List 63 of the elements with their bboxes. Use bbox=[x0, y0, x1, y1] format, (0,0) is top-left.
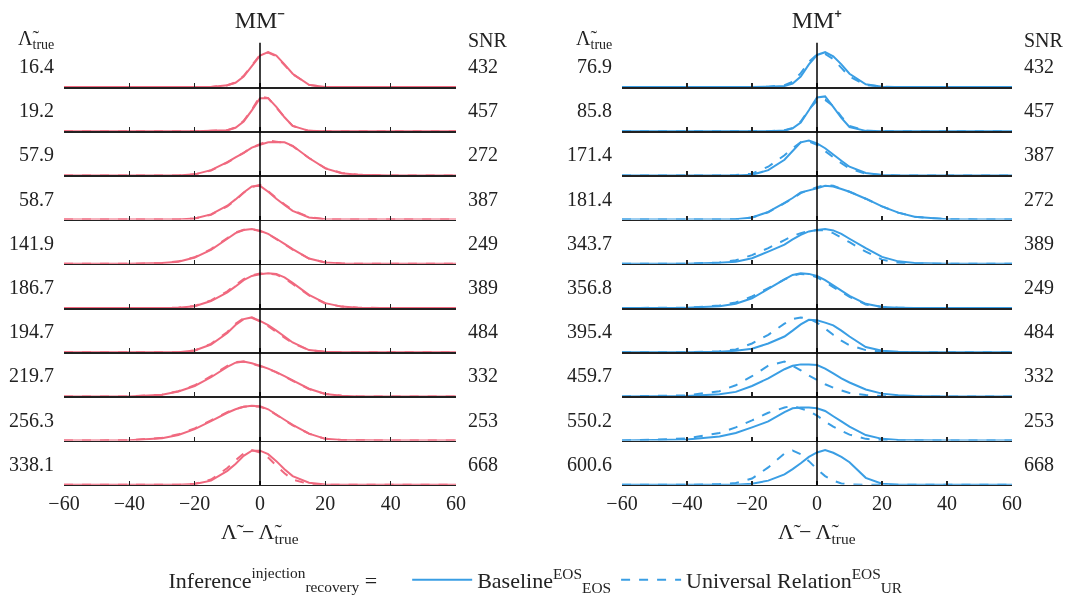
text: Λ̃$_{true}$ bbox=[576, 27, 613, 53]
y2-axis-title: 249 bbox=[1024, 276, 1054, 298]
y2-axis-title: 457 bbox=[468, 99, 498, 121]
y2-axis-title: 389 bbox=[1024, 232, 1054, 254]
y-axis-title: 256.3 bbox=[9, 409, 54, 431]
y2-axis-title: 387 bbox=[1024, 143, 1054, 165]
y-axis-title: 16.4 bbox=[19, 55, 54, 77]
y-axis-title: 550.2 bbox=[567, 409, 612, 431]
y2-axis-title: 432 bbox=[1024, 55, 1054, 77]
x-tick-label: −40 bbox=[113, 492, 145, 515]
x-tick-label: −40 bbox=[671, 492, 703, 515]
y2-axis-title: 332 bbox=[1024, 364, 1054, 386]
y2-axis-title: 253 bbox=[468, 409, 498, 431]
y-axis-title: 186.7 bbox=[9, 276, 54, 298]
y-axis-title: 85.8 bbox=[577, 99, 612, 121]
y-axis-title: 19.2 bbox=[19, 99, 54, 121]
y-axis-title: 356.8 bbox=[567, 276, 612, 298]
x-tick-label: 20 bbox=[872, 492, 892, 515]
y2-axis-title: 332 bbox=[468, 364, 498, 386]
y-axis-title: 219.7 bbox=[9, 364, 54, 386]
x-axis-title: Λ̃ − Λ̃$_{true}$ bbox=[221, 519, 299, 547]
x-tick-label: 40 bbox=[380, 492, 401, 515]
x-tick-label: −20 bbox=[736, 492, 768, 515]
y2-axis-title: 484 bbox=[468, 320, 498, 342]
y-axis-title: 459.7 bbox=[567, 364, 612, 386]
legend-title: Inference$^{injection}$$_{recovery}$ = bbox=[168, 564, 400, 596]
y-axis-title: 395.4 bbox=[567, 320, 612, 342]
y-axis-title: 181.4 bbox=[567, 188, 612, 210]
chart-title: MM⁺ bbox=[791, 7, 843, 34]
y-axis-title: 57.9 bbox=[19, 143, 54, 165]
y-axis-title: 171.4 bbox=[567, 143, 612, 165]
x-axis-title: Λ̃ − Λ̃$_{true}$ bbox=[778, 519, 856, 547]
y2-axis-title: 272 bbox=[1024, 188, 1054, 210]
y2-axis-title: 387 bbox=[468, 188, 498, 210]
x-tick-label: −20 bbox=[179, 492, 211, 515]
x-tick-label: 0 bbox=[812, 492, 822, 515]
y2-axis-title: 668 bbox=[1024, 453, 1054, 475]
x-tick-label: 60 bbox=[446, 492, 466, 515]
x-tick-label: 0 bbox=[255, 492, 265, 515]
text: SNR bbox=[468, 29, 508, 51]
y-axis-title: 338.1 bbox=[9, 453, 54, 475]
x-tick-label: 60 bbox=[1002, 492, 1022, 515]
y2-axis-title: 484 bbox=[1024, 320, 1054, 342]
y-axis-title: 58.7 bbox=[19, 188, 54, 210]
text: SNR bbox=[1024, 29, 1064, 51]
y-axis-title: 141.9 bbox=[9, 232, 54, 254]
y2-axis-title: 432 bbox=[468, 55, 498, 77]
x-tick-label: 40 bbox=[937, 492, 957, 515]
y2-axis-title: 389 bbox=[468, 276, 498, 298]
x-tick-label: −60 bbox=[48, 492, 80, 515]
y2-axis-title: 272 bbox=[468, 143, 498, 165]
y2-axis-title: 457 bbox=[1024, 99, 1054, 121]
y2-axis-title: 253 bbox=[1024, 409, 1054, 431]
x-tick-label: 20 bbox=[315, 492, 336, 515]
y-axis-title: 76.9 bbox=[577, 55, 612, 77]
text: Λ̃$_{true}$ bbox=[18, 27, 55, 53]
x-tick-label: −60 bbox=[606, 492, 638, 515]
y2-axis-title: 249 bbox=[468, 232, 498, 254]
y2-axis-title: 668 bbox=[468, 453, 498, 475]
chart-title: MM⁻ bbox=[234, 7, 286, 34]
y-axis-title: 600.6 bbox=[567, 453, 612, 475]
y-axis-title: 194.7 bbox=[9, 320, 54, 342]
y-axis-title: 343.7 bbox=[567, 232, 612, 254]
